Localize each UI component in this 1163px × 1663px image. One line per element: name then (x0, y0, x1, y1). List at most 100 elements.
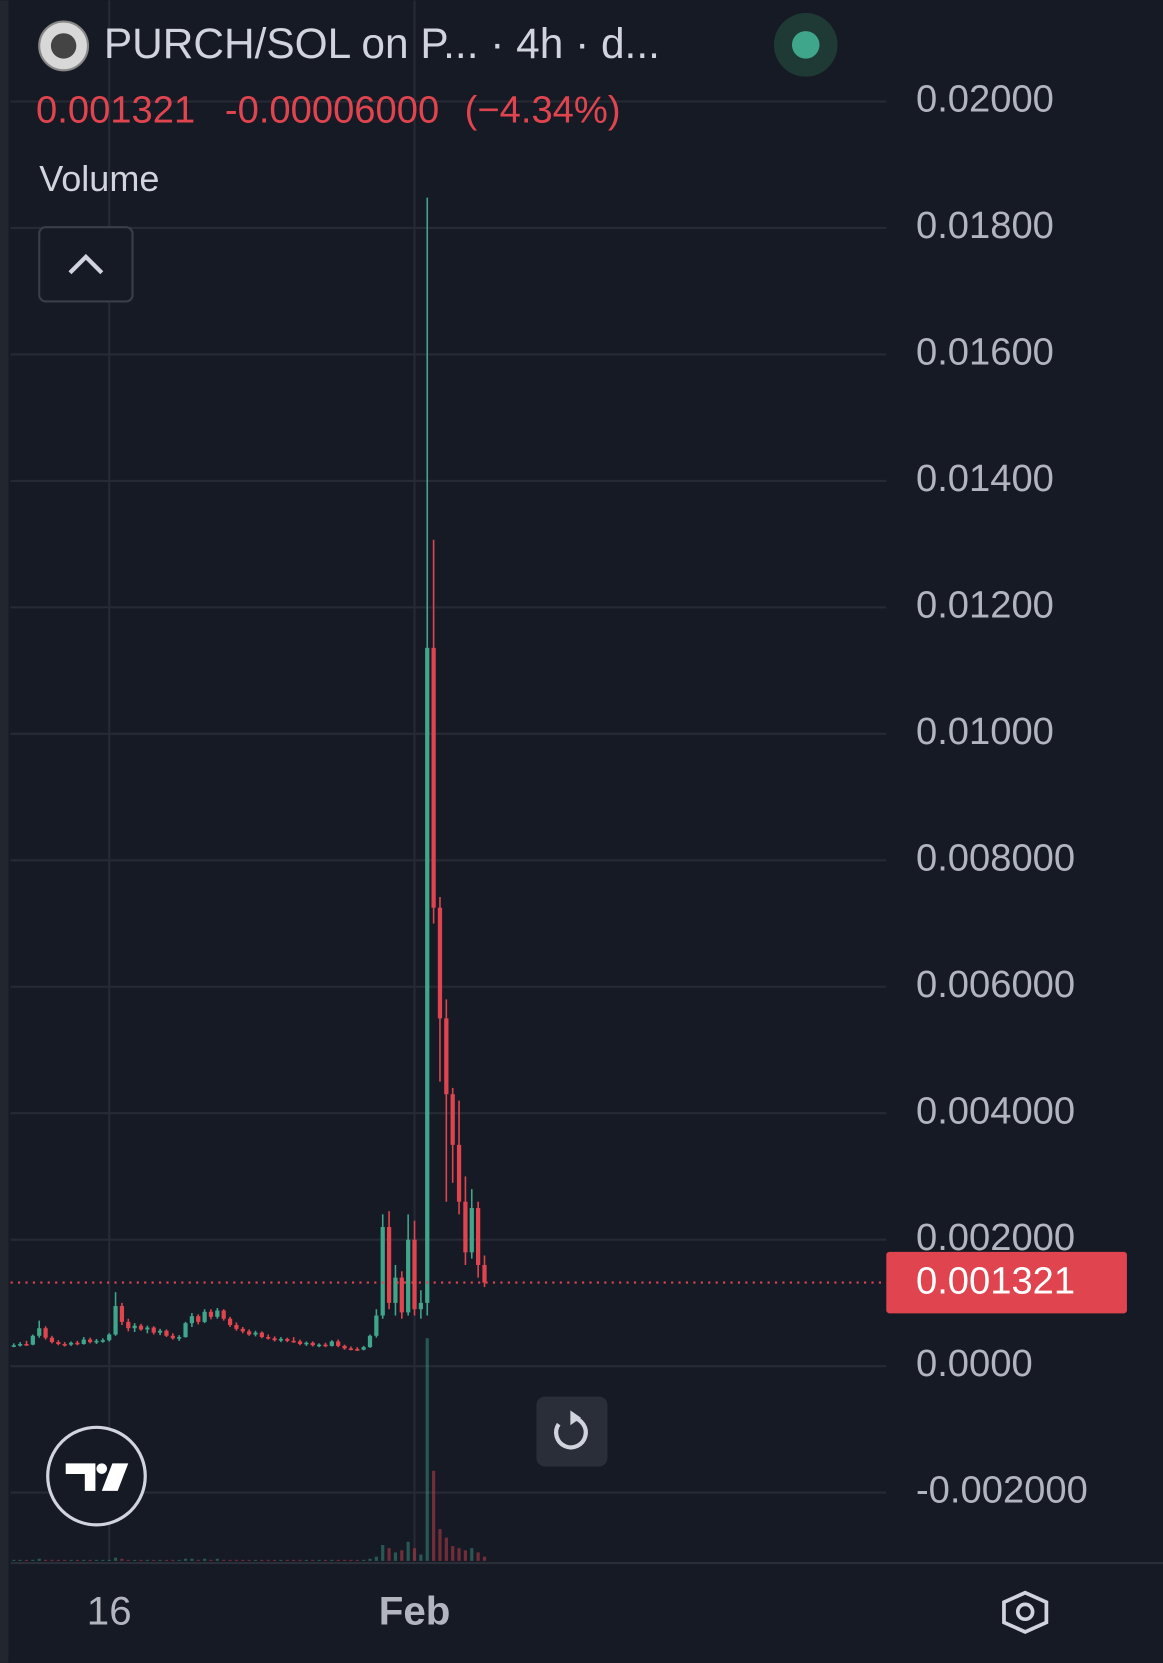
volume-bar (82, 1559, 86, 1561)
candle-body (145, 1327, 150, 1330)
candle-body (469, 1208, 474, 1253)
volume-bar (412, 1548, 417, 1561)
candle-body (291, 1340, 296, 1343)
candle-body (425, 647, 430, 1303)
candle-body (297, 1341, 303, 1345)
y-tick-label: 0.0000 (916, 1342, 1033, 1385)
candle-body (68, 1342, 74, 1345)
volume-bar (12, 1559, 16, 1561)
candle-body (266, 1337, 271, 1339)
reset-arrowhead (570, 1410, 581, 1426)
candle-body (234, 1325, 239, 1329)
candle-body (37, 1328, 42, 1336)
volume-bar (311, 1559, 315, 1561)
candle-body (463, 1201, 468, 1253)
volume-bar (285, 1559, 289, 1561)
settings-hexagon[interactable] (1002, 1590, 1049, 1634)
last-price: 0.001321 (36, 89, 195, 132)
volume-bar (279, 1559, 283, 1561)
candle-body (240, 1328, 245, 1332)
collapse-button-frame[interactable] (38, 226, 134, 303)
candle-body (412, 1239, 417, 1310)
volume-bar (164, 1559, 169, 1561)
volume-bar (139, 1559, 143, 1561)
volume-bar (177, 1559, 181, 1561)
candle-body (272, 1338, 277, 1341)
candle-body (126, 1321, 131, 1329)
logo-ring[interactable] (46, 1425, 147, 1527)
candle-body (482, 1264, 487, 1283)
y-tick-label: 0.006000 (916, 963, 1075, 1006)
candle-body (100, 1340, 105, 1342)
volume-bar (215, 1558, 219, 1561)
candle-body (316, 1344, 322, 1347)
volume-bar (387, 1548, 391, 1561)
volume-bar (381, 1544, 385, 1561)
y-tick-label: 0.004000 (916, 1089, 1075, 1132)
volume-bar (463, 1550, 468, 1561)
candle-body (196, 1316, 201, 1322)
candle-body (75, 1342, 80, 1345)
y-tick-label: 0.002000 (916, 1216, 1075, 1259)
volume-bar (374, 1556, 378, 1561)
candle-body (227, 1318, 233, 1326)
candle-body (202, 1311, 207, 1322)
candle-body (336, 1341, 341, 1346)
candle-body (30, 1335, 35, 1345)
x-tick-label: 16 (87, 1589, 132, 1634)
volume-bar (393, 1552, 398, 1561)
volume-bar (126, 1559, 130, 1561)
volume-bar (368, 1558, 372, 1561)
volume-bar (330, 1559, 334, 1561)
volume-bar (94, 1559, 99, 1561)
volume-bar (451, 1546, 455, 1561)
left-edge (0, 0, 9, 1663)
last-price-label: 0.001321 (916, 1260, 1075, 1303)
candle-body (476, 1208, 481, 1265)
candle-body (49, 1337, 55, 1343)
reset-button-frame[interactable] (536, 1396, 608, 1467)
price-change-percent: (−4.34%) (465, 89, 621, 132)
tradingview-logo[interactable] (46, 1425, 147, 1527)
header-quote: 0.001321 -0.00006000 (−4.34%) (36, 89, 620, 132)
volume-bar (50, 1559, 54, 1561)
candle-body (367, 1335, 373, 1348)
collapse-chevron (68, 253, 104, 275)
candle-body (164, 1330, 169, 1336)
candle-body (374, 1315, 379, 1336)
volume-bar (69, 1559, 73, 1561)
candle-body (81, 1339, 86, 1345)
candle-body (348, 1348, 354, 1351)
candle-body (253, 1332, 258, 1335)
reset-arrow (553, 1415, 588, 1450)
volume-bar (406, 1541, 410, 1561)
volume-bar (438, 1529, 442, 1561)
settings-button[interactable] (1002, 1590, 1049, 1634)
volume-bar (183, 1558, 188, 1561)
volume-bar (24, 1559, 29, 1561)
candle-body (278, 1338, 284, 1341)
y-tick-label: 0.01600 (916, 331, 1054, 374)
candle-body (444, 1018, 449, 1095)
volume-bar (228, 1559, 232, 1561)
volume-bar (253, 1559, 258, 1561)
collapse-button[interactable] (38, 226, 134, 303)
volume-bar (304, 1559, 308, 1561)
volume-bar (43, 1559, 48, 1561)
settings-hole (1015, 1602, 1035, 1622)
y-tick-label: -0.002000 (916, 1469, 1088, 1512)
candle-body (450, 1094, 455, 1145)
volume-bar (234, 1559, 239, 1561)
candle-body (380, 1227, 385, 1316)
volume-bar (171, 1559, 175, 1561)
volume-bar (190, 1558, 194, 1561)
candle-body (94, 1340, 99, 1343)
candle-body (221, 1310, 226, 1319)
volume-bar (272, 1559, 277, 1561)
candle-body (285, 1338, 290, 1341)
volume-bar (292, 1559, 296, 1561)
reset-button[interactable] (536, 1396, 608, 1467)
volume-bar (349, 1559, 353, 1561)
